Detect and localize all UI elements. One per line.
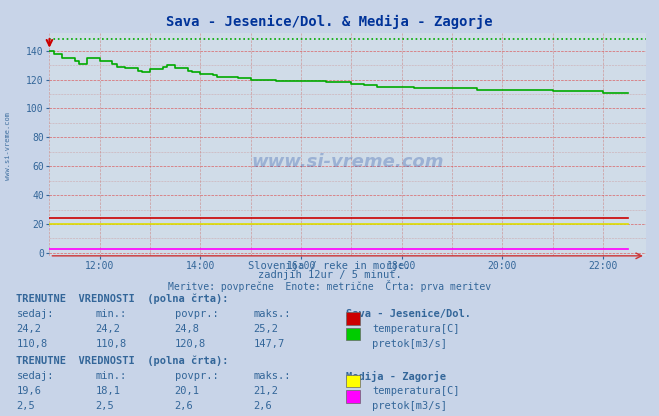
Text: 24,8: 24,8 <box>175 324 200 334</box>
Text: sedaj:: sedaj: <box>16 371 54 381</box>
Text: 21,2: 21,2 <box>254 386 279 396</box>
Text: www.si-vreme.com: www.si-vreme.com <box>5 111 11 180</box>
Text: 110,8: 110,8 <box>16 339 47 349</box>
Text: TRENUTNE  VREDNOSTI  (polna črta):: TRENUTNE VREDNOSTI (polna črta): <box>16 356 229 366</box>
Text: www.si-vreme.com: www.si-vreme.com <box>251 154 444 171</box>
Text: Medija - Zagorje: Medija - Zagorje <box>346 371 446 382</box>
Text: 19,6: 19,6 <box>16 386 42 396</box>
Text: Sava - Jesenice/Dol.: Sava - Jesenice/Dol. <box>346 309 471 319</box>
Text: sedaj:: sedaj: <box>16 309 54 319</box>
Text: 24,2: 24,2 <box>96 324 121 334</box>
Text: TRENUTNE  VREDNOSTI  (polna črta):: TRENUTNE VREDNOSTI (polna črta): <box>16 293 229 304</box>
Text: temperatura[C]: temperatura[C] <box>372 324 460 334</box>
Text: Meritve: povprečne  Enote: metrične  Črta: prva meritev: Meritve: povprečne Enote: metrične Črta:… <box>168 280 491 292</box>
Text: 2,5: 2,5 <box>16 401 35 411</box>
Text: pretok[m3/s]: pretok[m3/s] <box>372 401 447 411</box>
Text: 2,6: 2,6 <box>254 401 272 411</box>
Text: 18,1: 18,1 <box>96 386 121 396</box>
Text: 25,2: 25,2 <box>254 324 279 334</box>
Text: povpr.:: povpr.: <box>175 309 218 319</box>
Text: maks.:: maks.: <box>254 371 291 381</box>
Text: pretok[m3/s]: pretok[m3/s] <box>372 339 447 349</box>
Text: Slovenija / reke in morje.: Slovenija / reke in morje. <box>248 261 411 271</box>
Text: 20,1: 20,1 <box>175 386 200 396</box>
Text: Sava - Jesenice/Dol. & Medija - Zagorje: Sava - Jesenice/Dol. & Medija - Zagorje <box>166 15 493 29</box>
Text: 24,2: 24,2 <box>16 324 42 334</box>
Text: 110,8: 110,8 <box>96 339 127 349</box>
Text: 120,8: 120,8 <box>175 339 206 349</box>
Text: 2,6: 2,6 <box>175 401 193 411</box>
Text: maks.:: maks.: <box>254 309 291 319</box>
Text: 147,7: 147,7 <box>254 339 285 349</box>
Text: zadnjih 12ur / 5 minut.: zadnjih 12ur / 5 minut. <box>258 270 401 280</box>
Text: temperatura[C]: temperatura[C] <box>372 386 460 396</box>
Text: povpr.:: povpr.: <box>175 371 218 381</box>
Text: min.:: min.: <box>96 309 127 319</box>
Text: 2,5: 2,5 <box>96 401 114 411</box>
Text: min.:: min.: <box>96 371 127 381</box>
